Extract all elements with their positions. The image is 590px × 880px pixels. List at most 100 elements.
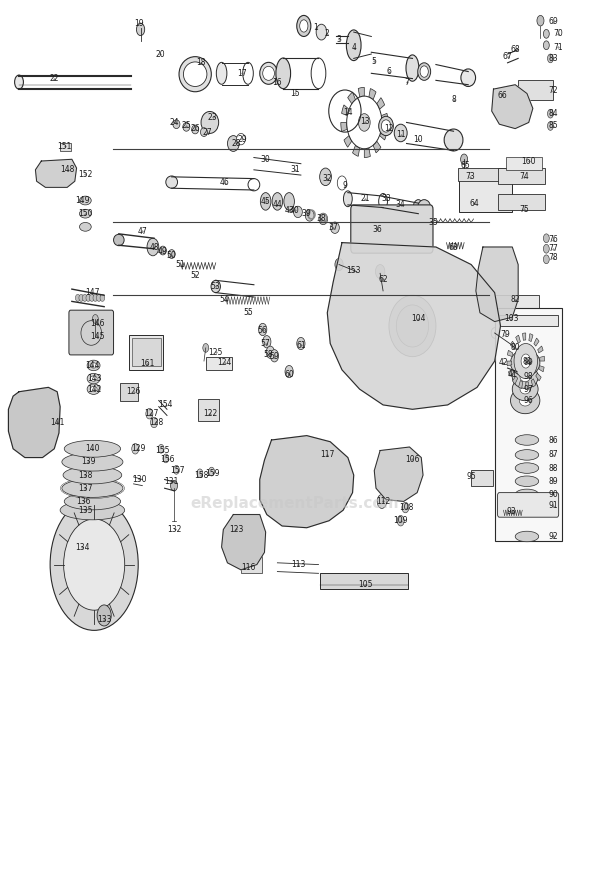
Ellipse shape <box>276 58 291 89</box>
Text: 89: 89 <box>549 477 558 486</box>
Text: 75: 75 <box>519 205 529 214</box>
Ellipse shape <box>248 179 260 191</box>
Ellipse shape <box>87 360 100 370</box>
Text: 96: 96 <box>524 396 533 405</box>
Wedge shape <box>509 369 514 376</box>
Text: 51: 51 <box>176 260 185 269</box>
Text: 64: 64 <box>469 199 479 208</box>
Text: 123: 123 <box>229 525 244 534</box>
Text: 125: 125 <box>208 348 223 356</box>
Bar <box>60 143 71 150</box>
Ellipse shape <box>343 191 352 207</box>
Wedge shape <box>341 122 348 131</box>
Ellipse shape <box>80 196 91 205</box>
Ellipse shape <box>512 365 538 388</box>
Text: 158: 158 <box>194 471 208 480</box>
Text: 148: 148 <box>61 165 75 174</box>
Wedge shape <box>344 136 352 147</box>
Ellipse shape <box>330 222 339 233</box>
Text: 133: 133 <box>97 615 112 624</box>
Ellipse shape <box>379 194 388 209</box>
Text: 155: 155 <box>156 446 170 455</box>
Wedge shape <box>507 361 512 366</box>
Text: 62: 62 <box>378 275 388 284</box>
Text: 28: 28 <box>231 139 241 148</box>
Ellipse shape <box>461 69 476 86</box>
Text: 26: 26 <box>191 124 200 133</box>
Ellipse shape <box>63 466 122 484</box>
Text: 15: 15 <box>290 89 300 98</box>
Ellipse shape <box>192 125 199 134</box>
Text: 97: 97 <box>524 385 533 393</box>
Text: 6: 6 <box>386 67 391 76</box>
Ellipse shape <box>319 213 327 224</box>
Text: 142: 142 <box>87 385 101 393</box>
FancyBboxPatch shape <box>69 310 113 355</box>
Circle shape <box>337 176 347 190</box>
Text: 136: 136 <box>76 497 91 506</box>
Text: 124: 124 <box>217 358 232 367</box>
Text: 91: 91 <box>549 502 558 510</box>
Circle shape <box>209 467 215 476</box>
Text: 86: 86 <box>549 436 558 444</box>
Circle shape <box>76 295 80 301</box>
Text: 135: 135 <box>78 506 93 515</box>
Text: 52: 52 <box>191 270 200 280</box>
Circle shape <box>258 323 267 335</box>
Circle shape <box>543 29 549 38</box>
Ellipse shape <box>62 479 123 497</box>
Text: 157: 157 <box>171 466 185 475</box>
Ellipse shape <box>80 223 91 231</box>
Text: 29: 29 <box>237 135 247 143</box>
Bar <box>129 334 163 370</box>
Ellipse shape <box>520 385 530 394</box>
Text: 7: 7 <box>404 77 409 86</box>
Text: 19: 19 <box>135 18 144 28</box>
Ellipse shape <box>260 193 271 210</box>
Text: 36: 36 <box>372 225 382 234</box>
Text: 53: 53 <box>211 282 221 291</box>
Bar <box>497 194 545 210</box>
Text: 18: 18 <box>196 58 206 67</box>
Wedge shape <box>381 114 388 122</box>
Circle shape <box>521 354 530 368</box>
Wedge shape <box>519 380 523 388</box>
Polygon shape <box>260 436 354 528</box>
Circle shape <box>93 314 99 323</box>
Bar <box>506 157 542 170</box>
Text: 103: 103 <box>504 314 519 324</box>
Circle shape <box>79 295 84 301</box>
Text: 79: 79 <box>500 330 510 339</box>
Circle shape <box>320 168 332 186</box>
Ellipse shape <box>515 476 539 487</box>
Circle shape <box>150 417 158 428</box>
Text: 12: 12 <box>384 124 394 133</box>
Text: 4: 4 <box>351 43 356 53</box>
Text: 109: 109 <box>394 517 408 525</box>
Text: 14: 14 <box>343 108 353 117</box>
Text: 54: 54 <box>219 295 230 304</box>
Text: 144: 144 <box>85 361 100 370</box>
Circle shape <box>90 295 94 301</box>
Text: 16: 16 <box>273 78 282 87</box>
Text: 84: 84 <box>549 109 558 118</box>
Text: 143: 143 <box>87 374 101 383</box>
Circle shape <box>158 444 164 453</box>
Text: 76: 76 <box>549 236 558 245</box>
Text: 11: 11 <box>396 130 405 139</box>
Wedge shape <box>342 105 349 115</box>
Text: 69: 69 <box>549 17 558 26</box>
Circle shape <box>548 109 553 118</box>
Ellipse shape <box>418 62 431 80</box>
Text: 150: 150 <box>78 209 93 218</box>
Text: 55: 55 <box>243 308 253 318</box>
Text: 41: 41 <box>507 370 517 378</box>
Text: 3: 3 <box>337 34 342 44</box>
Text: 10: 10 <box>414 135 423 143</box>
Text: 1: 1 <box>313 23 318 33</box>
Text: 78: 78 <box>549 253 558 262</box>
Text: 57: 57 <box>261 339 270 348</box>
Text: 152: 152 <box>78 170 93 179</box>
Ellipse shape <box>166 176 178 188</box>
Wedge shape <box>507 350 513 356</box>
